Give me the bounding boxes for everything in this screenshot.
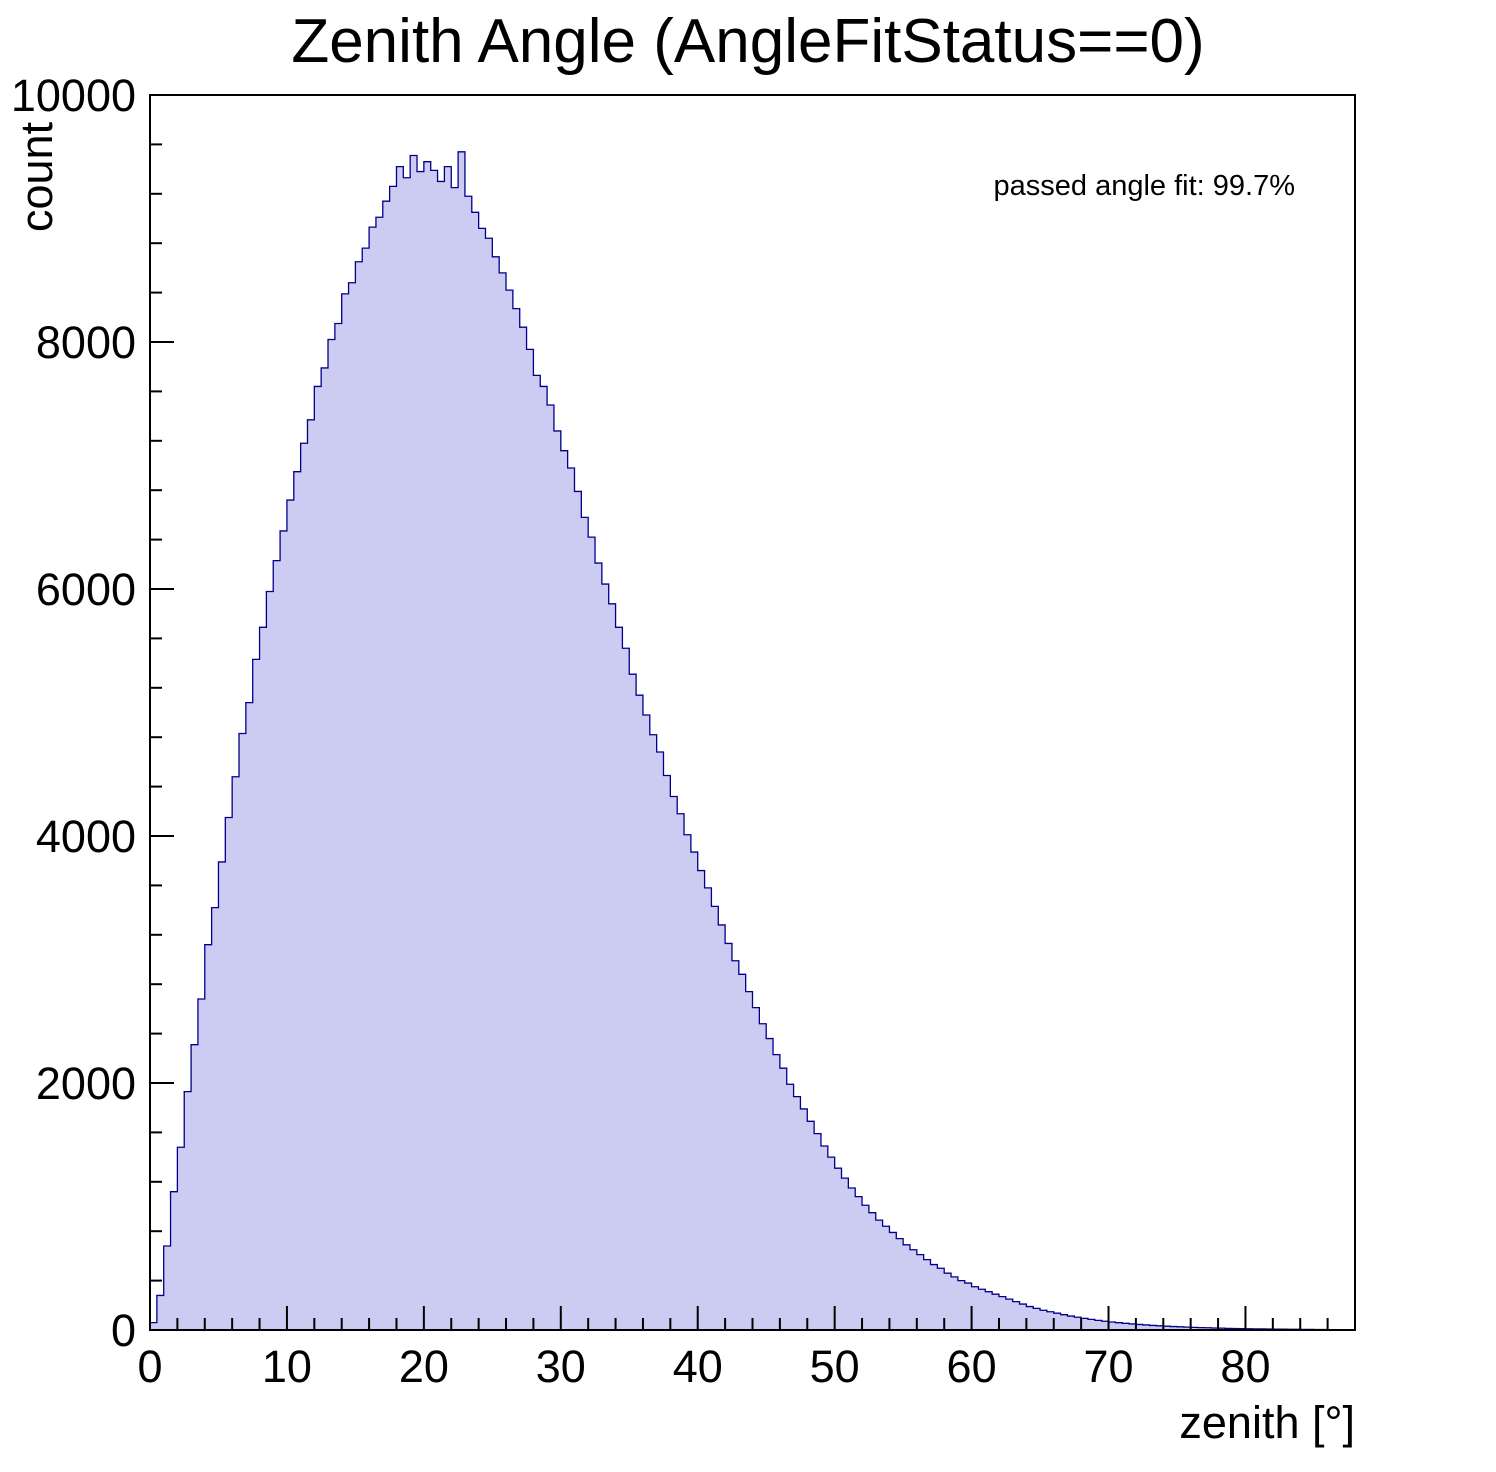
x-tick-label: 30	[536, 1341, 586, 1392]
x-tick-label: 0	[137, 1341, 162, 1392]
x-tick-label: 50	[810, 1341, 860, 1392]
annotation-passed-angle-fit: passed angle fit: 99.7%	[994, 170, 1295, 202]
y-tick-label: 6000	[36, 564, 136, 615]
chart-title: Zenith Angle (AngleFitStatus==0)	[291, 7, 1205, 76]
y-tick-label: 0	[111, 1305, 136, 1356]
histogram-area	[149, 151, 1356, 1331]
x-tick-label: 20	[399, 1341, 449, 1392]
y-tick-label: 2000	[36, 1058, 136, 1109]
y-tick-label: 10000	[11, 70, 136, 121]
x-tick-label: 70	[1083, 1341, 1133, 1392]
y-tick-label: 4000	[36, 811, 136, 862]
x-tick-label: 80	[1220, 1341, 1270, 1392]
x-tick-label: 60	[947, 1341, 997, 1392]
x-tick-label: 10	[262, 1341, 312, 1392]
x-axis-label: zenith [°]	[1179, 1397, 1355, 1448]
y-tick-label: 8000	[36, 317, 136, 368]
x-tick-label: 40	[673, 1341, 723, 1392]
y-axis-label: count	[11, 121, 62, 232]
